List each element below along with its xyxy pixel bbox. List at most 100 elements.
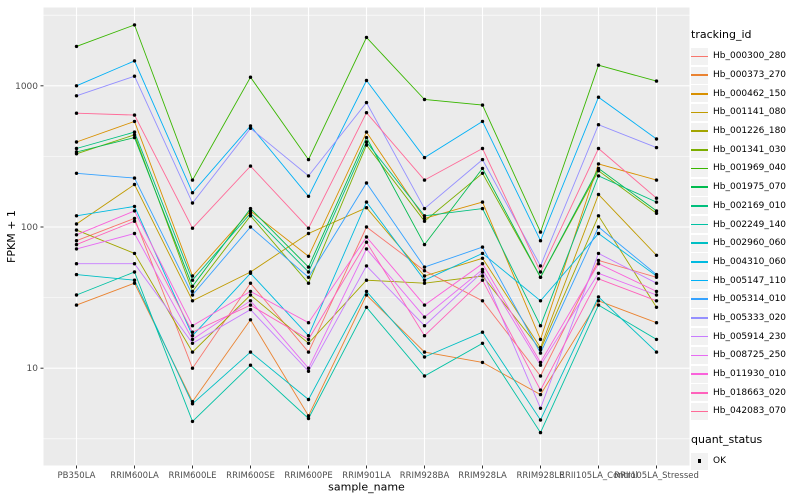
data-point-Hb_002169_010 xyxy=(74,146,79,151)
plot-content: 10 100 1000 PB350LA RRIM600LA RRIM600LE RRIM60… xyxy=(15,7,699,481)
legend-entry-label: Hb_005314_010 xyxy=(713,294,787,305)
data-point-Hb_001975_070 xyxy=(422,242,427,247)
data-point-Hb_008725_250 xyxy=(248,299,253,303)
data-point-Hb_011930_010 xyxy=(132,209,137,213)
legend-line-icon xyxy=(691,186,708,188)
x-axis-tick-label: RRIM600SE xyxy=(226,471,275,481)
data-point-Hb_001141_080 xyxy=(74,222,79,226)
data-point-Hb_018663_020 xyxy=(480,278,485,282)
data-point-Hb_000462_150 xyxy=(654,178,659,182)
legend-entry-Hb_002960_060: Hb_002960_060 xyxy=(691,234,799,253)
data-point-Hb_000373_270 xyxy=(596,299,601,303)
legend-key-swatch xyxy=(691,47,708,65)
legend-line-icon xyxy=(691,391,708,394)
data-point-Hb_001226_180 xyxy=(306,341,311,345)
legend-key-swatch xyxy=(691,234,708,252)
legend-key-swatch xyxy=(691,253,708,271)
legend-entry-Hb_000462_150: Hb_000462_150 xyxy=(691,84,799,103)
data-point-Hb_005314_010 xyxy=(596,225,601,229)
data-point-Hb_001969_040 xyxy=(190,178,195,182)
data-point-Hb_042083_070 xyxy=(480,146,485,151)
data-point-Hb_002249_140 xyxy=(132,270,137,274)
x-axis-title: sample_name xyxy=(328,481,405,494)
legend-key-swatch xyxy=(691,141,708,159)
data-point-Hb_018663_020 xyxy=(190,330,195,334)
data-point-Hb_002960_060 xyxy=(422,355,427,359)
data-point-Hb_018663_020 xyxy=(596,277,601,281)
data-point-Hb_004310_060 xyxy=(248,271,253,275)
data-point-Hb_005914_230 xyxy=(74,262,79,266)
data-point-Hb_000300_280 xyxy=(248,281,253,285)
data-point-Hb_042083_070 xyxy=(654,196,659,200)
data-point-Hb_018663_020 xyxy=(132,219,137,223)
data-point-Hb_001975_070 xyxy=(306,265,311,269)
data-point-Hb_000300_280 xyxy=(422,269,427,273)
data-point-Hb_011930_010 xyxy=(596,262,601,266)
legend-entry-Hb_005914_230: Hb_005914_230 xyxy=(691,327,799,346)
data-point-Hb_000373_270 xyxy=(248,318,253,322)
data-point-Hb_001341_030 xyxy=(422,219,427,223)
legend-key-swatch xyxy=(691,159,708,177)
data-point-Hb_001141_080 xyxy=(654,253,659,257)
x-axis-tick-label: RRIM928BA xyxy=(400,471,450,481)
legend-line-icon xyxy=(691,373,708,375)
data-point-Hb_002249_140 xyxy=(480,341,485,345)
legend-entry-label: Hb_002169_010 xyxy=(713,200,787,211)
data-point-Hb_042083_070 xyxy=(248,164,253,168)
legend-line-icon xyxy=(691,335,708,338)
data-point-Hb_000373_270 xyxy=(422,350,427,354)
data-point-Hb_002249_140 xyxy=(538,430,543,435)
data-point-Hb_001141_080 xyxy=(422,274,427,278)
data-point-Hb_001975_070 xyxy=(596,166,601,171)
data-point-Hb_000462_150 xyxy=(190,274,195,278)
data-point-Hb_001969_040 xyxy=(538,230,543,234)
data-point-Hb_005314_010 xyxy=(422,265,427,269)
legend-key-swatch xyxy=(691,402,708,420)
x-axis-tick-label: RRII105LA_Stressed xyxy=(614,471,699,481)
legend-entry-Hb_000300_280: Hb_000300_280 xyxy=(691,47,799,66)
data-point-Hb_000373_270 xyxy=(132,281,137,285)
legend-key-swatch xyxy=(691,309,708,327)
data-point-Hb_005147_110 xyxy=(364,78,369,83)
data-point-Hb_001975_070 xyxy=(538,275,543,279)
data-point-Hb_000373_270 xyxy=(364,293,369,297)
data-point-Hb_001975_070 xyxy=(248,206,253,211)
data-point-Hb_000462_150 xyxy=(74,140,79,144)
legend-key-swatch xyxy=(691,103,708,121)
data-point-Hb_005314_010 xyxy=(74,171,79,175)
data-point-Hb_001226_180 xyxy=(248,293,253,297)
data-point-Hb_011930_010 xyxy=(364,235,369,239)
data-point-Hb_004310_060 xyxy=(306,334,311,338)
x-axis-tick-label: PB350LA xyxy=(58,471,96,481)
legend-line-icon xyxy=(691,205,708,207)
data-point-Hb_008725_250 xyxy=(364,247,369,251)
data-point-Hb_002960_060 xyxy=(74,272,79,277)
legend-entry-label: Hb_011930_010 xyxy=(713,369,787,380)
legend-entry-label: Hb_042083_070 xyxy=(713,406,787,417)
legend-entry-label: Hb_004310_060 xyxy=(713,256,787,267)
data-point-Hb_002960_060 xyxy=(132,278,137,282)
data-point-Hb_005333_020 xyxy=(74,94,79,98)
data-point-Hb_001969_040 xyxy=(132,23,137,27)
data-point-Hb_000300_280 xyxy=(306,350,311,354)
data-point-Hb_018663_020 xyxy=(422,334,427,338)
data-point-Hb_002169_010 xyxy=(654,200,659,204)
data-point-Hb_001141_080 xyxy=(190,299,195,303)
data-point-Hb_018663_020 xyxy=(74,242,79,247)
data-point-Hb_000373_270 xyxy=(654,321,659,325)
data-point-Hb_005147_110 xyxy=(480,119,485,124)
data-point-Hb_004310_060 xyxy=(480,251,485,256)
data-point-Hb_008725_250 xyxy=(132,231,137,236)
data-point-Hb_002169_010 xyxy=(306,270,311,274)
data-point-Hb_008725_250 xyxy=(422,315,427,319)
data-point-Hb_002169_010 xyxy=(538,324,543,328)
legend-line-icon xyxy=(691,242,708,245)
data-point-Hb_011930_010 xyxy=(654,289,659,294)
data-point-Hb_001226_180 xyxy=(596,214,601,218)
data-point-Hb_005914_230 xyxy=(190,341,195,345)
data-point-Hb_000300_280 xyxy=(364,225,369,229)
data-point-Hb_001226_180 xyxy=(74,228,79,232)
data-point-Hb_001341_030 xyxy=(306,281,311,285)
data-point-Hb_002249_140 xyxy=(306,416,311,421)
